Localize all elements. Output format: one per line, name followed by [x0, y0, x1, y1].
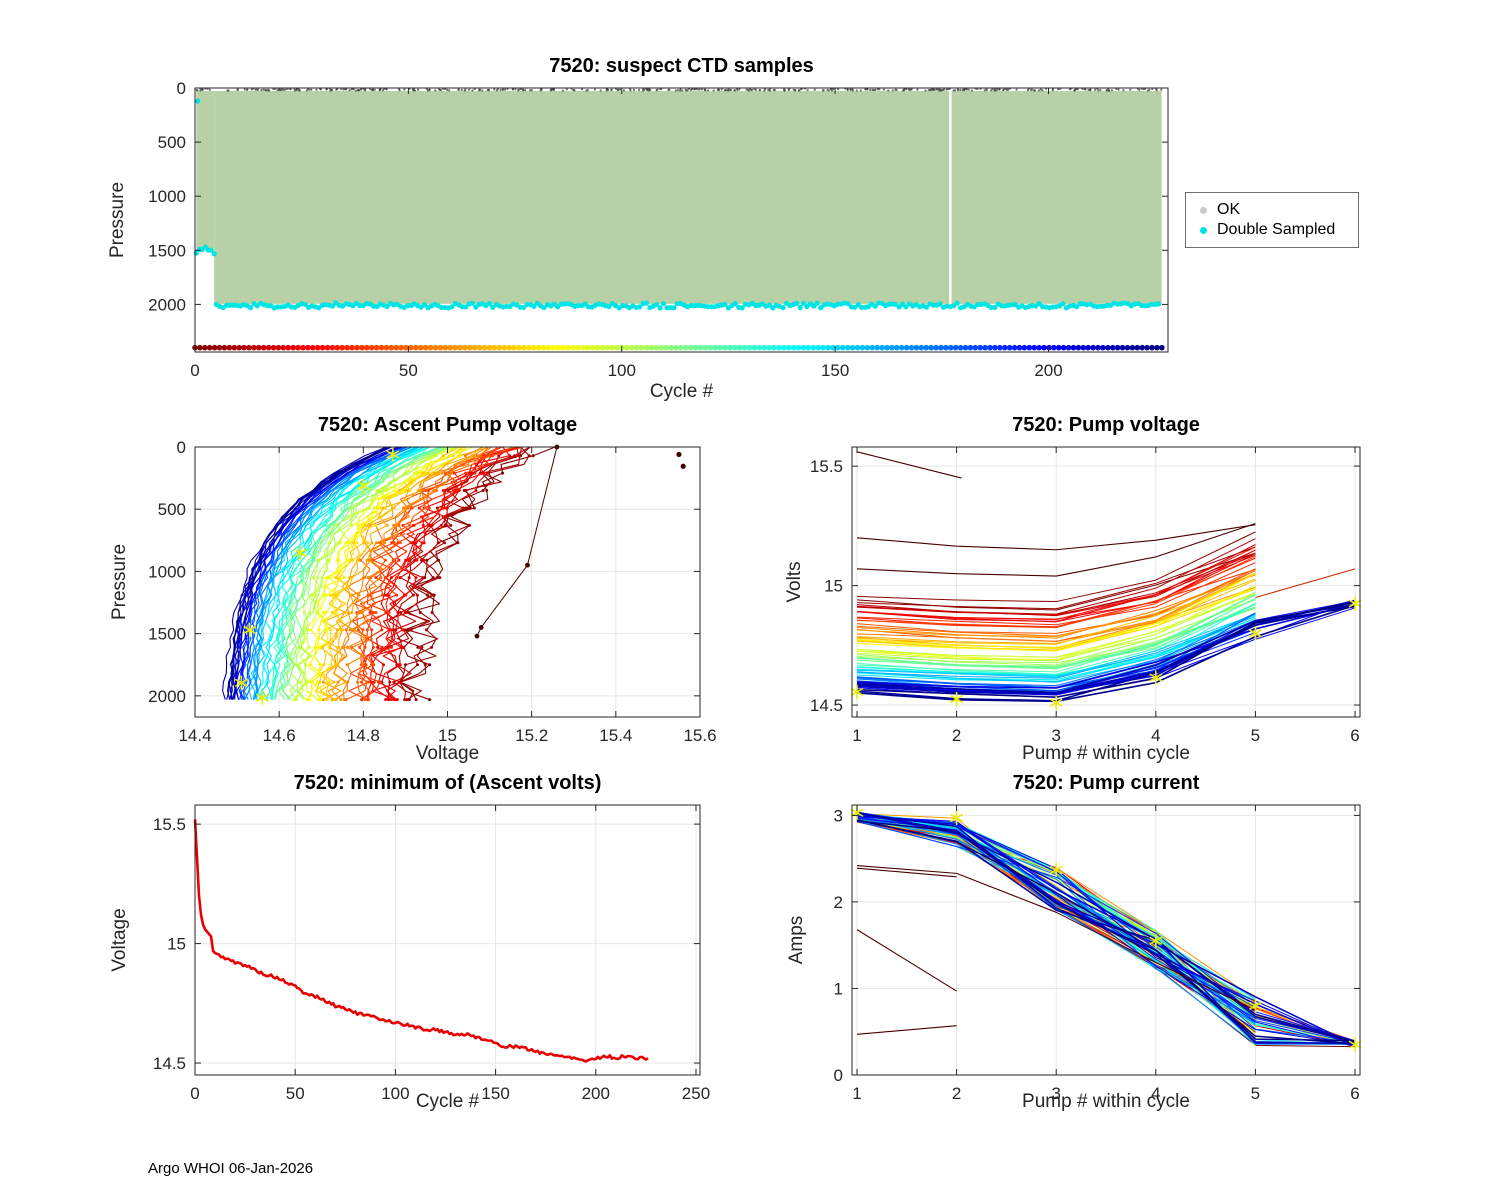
x-axis-label-pump-current: Pump # within cycle	[1022, 1091, 1190, 1112]
svg-text:0: 0	[177, 79, 186, 98]
svg-text:200: 200	[1034, 361, 1062, 380]
svg-text:15: 15	[824, 577, 843, 596]
svg-text:1: 1	[852, 1084, 861, 1103]
chart-title-min-ascent-volts: 7520: minimum of (Ascent volts)	[293, 772, 602, 794]
svg-text:1500: 1500	[148, 625, 186, 644]
x-axis-label-ascent-pump-voltage: Voltage	[415, 743, 480, 764]
svg-text:50: 50	[286, 1084, 305, 1103]
ok-dot-icon	[1200, 206, 1207, 214]
y-axis-label-ascent-pump-voltage: Pressure	[109, 543, 130, 621]
y-axis-label-min-ascent-volts: Voltage	[109, 908, 130, 972]
y-axis-label-suspect-ctd: Pressure	[107, 181, 128, 259]
svg-text:2: 2	[952, 1084, 961, 1103]
svg-text:2: 2	[952, 726, 961, 745]
svg-text:3: 3	[834, 806, 843, 825]
chart-title-suspect-ctd: 7520: suspect CTD samples	[549, 55, 814, 77]
svg-text:4: 4	[1151, 1084, 1160, 1103]
svg-text:2000: 2000	[148, 687, 186, 706]
svg-text:2000: 2000	[148, 295, 186, 314]
svg-text:5: 5	[1251, 1084, 1260, 1103]
legend-label-double-sampled: Double Sampled	[1217, 221, 1336, 238]
chart-title-ascent-pump-voltage: 7520: Ascent Pump voltage	[317, 414, 578, 436]
svg-text:4: 4	[1151, 726, 1160, 745]
svg-text:1000: 1000	[148, 187, 186, 206]
x-axis-label-suspect-ctd: Cycle #	[649, 381, 714, 402]
svg-text:500: 500	[158, 500, 186, 519]
svg-text:14.4: 14.4	[178, 726, 211, 745]
svg-text:14.8: 14.8	[347, 726, 380, 745]
svg-text:15.5: 15.5	[153, 815, 186, 834]
svg-text:14.6: 14.6	[263, 726, 296, 745]
svg-text:50: 50	[399, 361, 418, 380]
x-axis-label-pump-voltage: Pump # within cycle	[1022, 743, 1190, 764]
svg-text:14.5: 14.5	[810, 696, 843, 715]
svg-text:0: 0	[177, 438, 186, 457]
svg-text:150: 150	[481, 1084, 509, 1103]
svg-text:15: 15	[438, 726, 457, 745]
svg-text:1000: 1000	[148, 562, 186, 581]
double-sampled-dot-icon	[1200, 226, 1207, 234]
x-axis-label-min-ascent-volts: Cycle #	[415, 1091, 480, 1112]
svg-text:100: 100	[608, 361, 636, 380]
legend-item-ok: OK	[1196, 200, 1348, 220]
svg-text:15: 15	[167, 935, 186, 954]
svg-text:3: 3	[1051, 1084, 1060, 1103]
y-axis-label-pump-voltage: Volts	[784, 561, 805, 603]
svg-text:150: 150	[821, 361, 849, 380]
svg-text:250: 250	[682, 1084, 710, 1103]
svg-text:0: 0	[834, 1066, 843, 1085]
svg-text:100: 100	[381, 1084, 409, 1103]
svg-text:15.4: 15.4	[599, 726, 632, 745]
svg-text:15.2: 15.2	[515, 726, 548, 745]
svg-text:6: 6	[1350, 1084, 1359, 1103]
chart-title-pump-voltage: 7520: Pump voltage	[1012, 414, 1200, 436]
svg-text:2: 2	[834, 893, 843, 912]
svg-text:0: 0	[190, 1084, 199, 1103]
svg-text:6: 6	[1350, 726, 1359, 745]
legend-label-ok: OK	[1217, 201, 1241, 218]
legend-item-double-sampled: Double Sampled	[1196, 220, 1348, 240]
chart-title-pump-current: 7520: Pump current	[1012, 772, 1200, 794]
svg-text:200: 200	[582, 1084, 610, 1103]
svg-text:1: 1	[852, 726, 861, 745]
svg-text:1500: 1500	[148, 241, 186, 260]
svg-text:15.5: 15.5	[810, 457, 843, 476]
svg-text:5: 5	[1251, 726, 1260, 745]
legend: OK Double Sampled	[1185, 192, 1359, 248]
svg-text:0: 0	[190, 361, 199, 380]
svg-text:3: 3	[1051, 726, 1060, 745]
svg-text:500: 500	[158, 133, 186, 152]
footer-credit: Argo WHOI 06-Jan-2026	[148, 1160, 314, 1177]
y-axis-label-pump-current: Amps	[786, 915, 807, 965]
svg-text:15.6: 15.6	[683, 726, 716, 745]
svg-text:14.5: 14.5	[153, 1054, 186, 1073]
svg-text:1: 1	[834, 979, 843, 998]
